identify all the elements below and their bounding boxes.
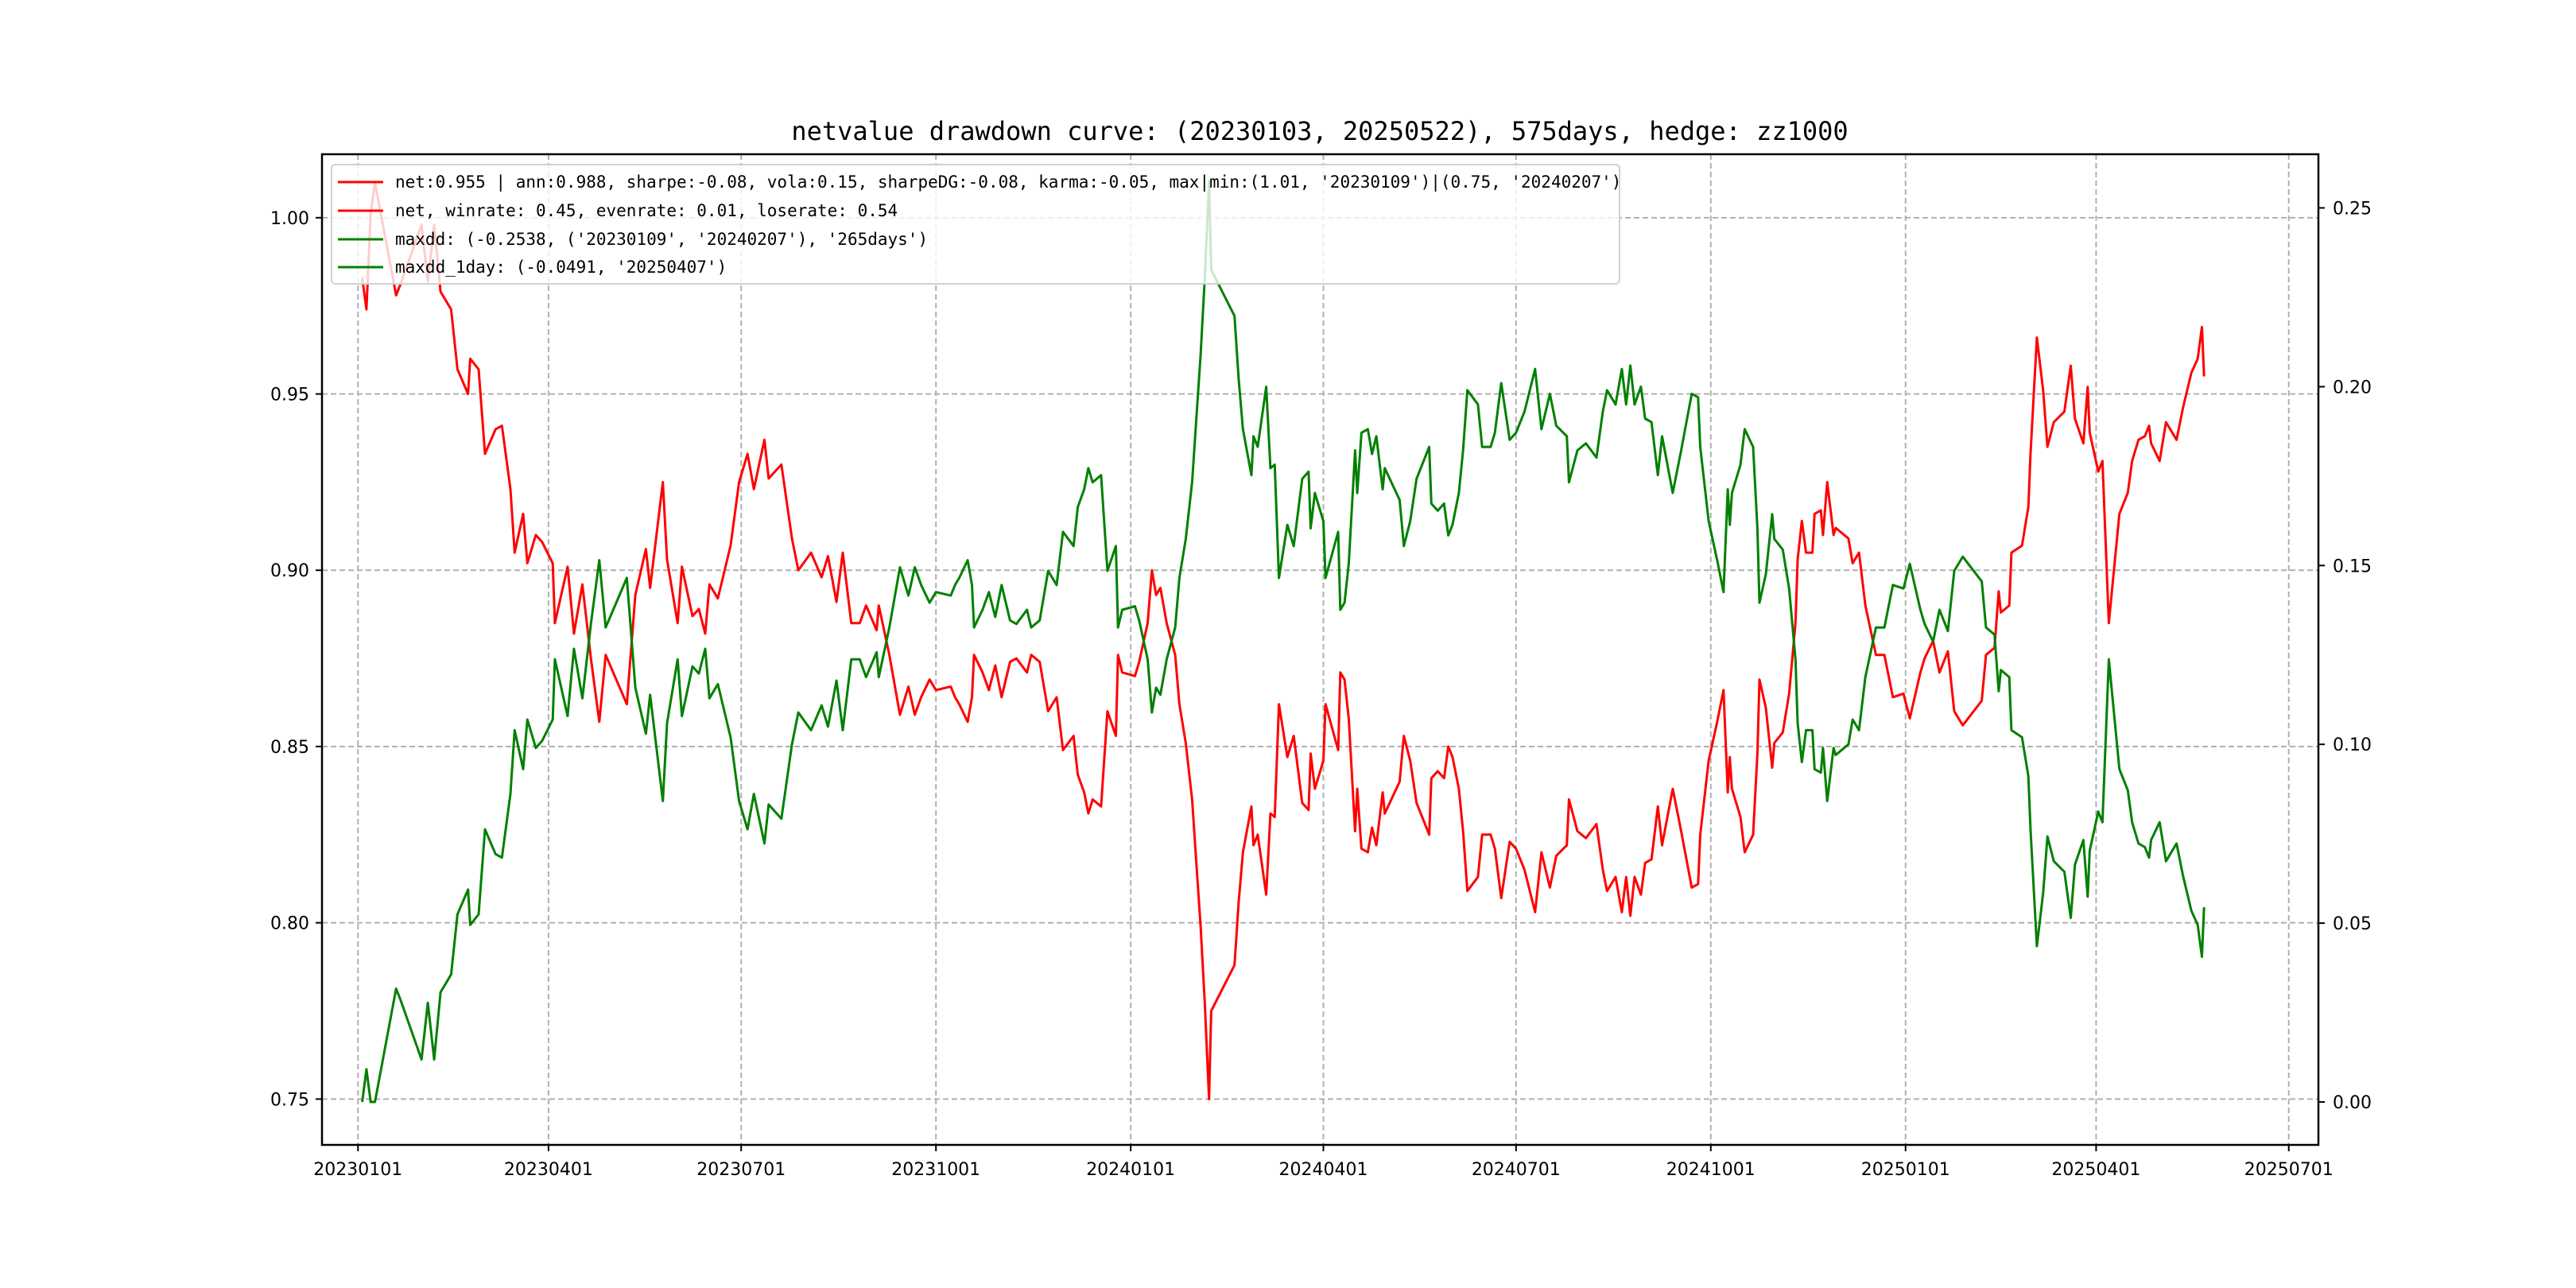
y-right-tick-label: 0.10 bbox=[2333, 735, 2372, 755]
drawdown-line bbox=[361, 180, 2206, 1104]
chart-title: netvalue drawdown curve: (20230103, 2025… bbox=[791, 116, 1848, 146]
x-tick-label: 20230101 bbox=[313, 1160, 402, 1180]
y-left-tick-label: 0.90 bbox=[270, 561, 309, 581]
x-tick-label: 20240101 bbox=[1086, 1160, 1175, 1180]
x-tick-label: 20240701 bbox=[1472, 1160, 1561, 1180]
x-tick-label: 20230701 bbox=[696, 1160, 786, 1180]
x-tick-label: 20250401 bbox=[2051, 1160, 2140, 1180]
x-tick-label: 20250701 bbox=[2244, 1160, 2334, 1180]
y-right-tick-label: 0.15 bbox=[2333, 557, 2372, 576]
y-right-tick-label: 0.20 bbox=[2333, 378, 2372, 398]
legend-label-maxdd-1day: maxdd_1day: (-0.0491, '20250407') bbox=[395, 258, 727, 277]
legend-label-winrate: net, winrate: 0.45, evenrate: 0.01, lose… bbox=[395, 201, 898, 220]
x-tick-label: 20241001 bbox=[1666, 1160, 1755, 1180]
legend-label-net: net:0.955 | ann:0.988, sharpe:-0.08, vol… bbox=[395, 173, 1621, 192]
y-left-tick-label: 0.95 bbox=[270, 386, 309, 405]
x-tick-label: 20250101 bbox=[1861, 1160, 1950, 1180]
legend-box bbox=[331, 164, 1620, 285]
plot-frame bbox=[320, 153, 2320, 1146]
y-left-tick-label: 0.75 bbox=[270, 1090, 309, 1110]
y-left-tick-label: 0.80 bbox=[270, 914, 309, 934]
y-right-tick-label: 0.05 bbox=[2333, 914, 2372, 934]
y-left-tick-label: 1.00 bbox=[270, 209, 309, 229]
x-tick-label: 20230401 bbox=[504, 1160, 593, 1180]
axis-ticks: 20230101 20230401 20230701 20231001 20240101… bbox=[270, 199, 2372, 1180]
y-right-tick-label: 0.25 bbox=[2333, 199, 2372, 219]
grid-lines bbox=[322, 154, 2318, 1145]
x-tick-label: 20231001 bbox=[891, 1160, 980, 1180]
y-left-tick-label: 0.85 bbox=[270, 738, 309, 758]
y-right-tick-label: 0.00 bbox=[2333, 1093, 2372, 1113]
legend-label-maxdd: maxdd: (-0.2538, ('20230109', '20240207'… bbox=[395, 230, 928, 249]
x-tick-label: 20240401 bbox=[1279, 1160, 1368, 1180]
series-group bbox=[361, 180, 2206, 1104]
legend: net:0.955 | ann:0.988, sharpe:-0.08, vol… bbox=[331, 164, 1621, 285]
net-value-line bbox=[361, 181, 2206, 1100]
